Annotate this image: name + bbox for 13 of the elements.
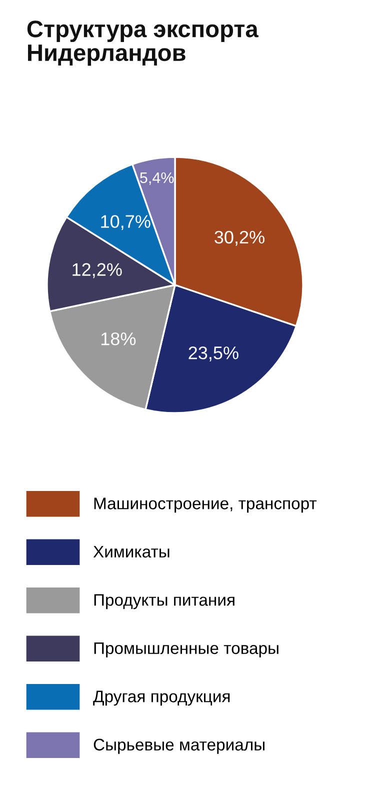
- legend-label: Химикаты: [93, 546, 170, 558]
- legend-label: Промышленные товары: [94, 642, 278, 658]
- data-label: 5,4%: [140, 172, 174, 185]
- legend-label: Продукты питания: [94, 594, 234, 610]
- data-label: 30,2%: [214, 230, 264, 246]
- data-label: 23,5%: [188, 346, 238, 362]
- legend-label: Сырьевые материалы: [94, 738, 264, 754]
- legend-label: Машиностроение, транспорт: [94, 498, 317, 513]
- legend-label: Другая продукция: [93, 690, 230, 706]
- data-label: 12,2%: [72, 263, 122, 278]
- chart-title: Структура экспорта Нидерландов: [27, 20, 258, 66]
- data-label: 10,7%: [101, 215, 150, 230]
- data-label: 18%: [101, 332, 136, 346]
